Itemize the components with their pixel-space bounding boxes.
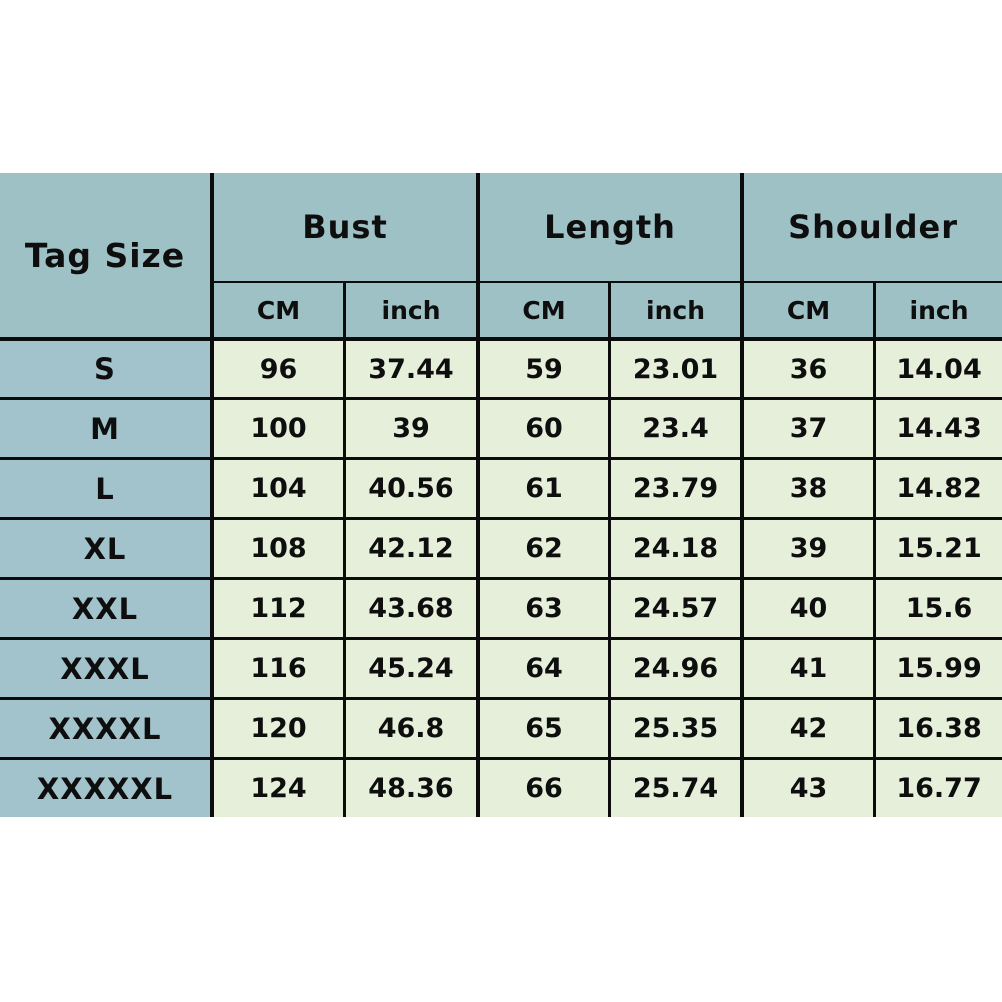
value-cell: 63 [476, 577, 609, 637]
group-header-length: Length [476, 173, 741, 281]
table-row: M 100 39 60 23.4 37 14.43 [0, 397, 1002, 457]
size-chart-table: Tag Size Bust Length Shoulder CM inch CM… [0, 173, 1002, 817]
group-header-bust: Bust [210, 173, 477, 281]
value-cell: 108 [210, 517, 343, 577]
table-header-row: Tag Size Bust Length Shoulder [0, 173, 1002, 337]
value-cell: 16.77 [873, 757, 1002, 817]
size-label-cell: L [0, 457, 210, 517]
value-cell: 14.04 [873, 337, 1002, 397]
value-cell: 43 [740, 757, 874, 817]
value-cell: 112 [210, 577, 343, 637]
table-row: XXL 112 43.68 63 24.57 40 15.6 [0, 577, 1002, 637]
value-cell: 23.79 [608, 457, 741, 517]
value-cell: 64 [476, 637, 609, 697]
value-cell: 120 [210, 697, 343, 757]
value-cell: 61 [476, 457, 609, 517]
value-cell: 15.6 [873, 577, 1002, 637]
corner-header-cell: Tag Size [0, 173, 210, 337]
value-cell: 25.35 [608, 697, 741, 757]
size-label-cell: XXXXXL [0, 757, 210, 817]
value-cell: 24.18 [608, 517, 741, 577]
value-cell: 66 [476, 757, 609, 817]
table-row: XXXXXL 124 48.36 66 25.74 43 16.77 [0, 757, 1002, 817]
unit-header-length-inch: inch [608, 281, 741, 337]
value-cell: 16.38 [873, 697, 1002, 757]
unit-header-shoulder-inch: inch [873, 281, 1002, 337]
value-cell: 40.56 [343, 457, 477, 517]
value-cell: 48.36 [343, 757, 477, 817]
value-cell: 37.44 [343, 337, 477, 397]
value-cell: 62 [476, 517, 609, 577]
value-cell: 41 [740, 637, 874, 697]
unit-header-shoulder-cm: CM [740, 281, 874, 337]
value-cell: 39 [343, 397, 477, 457]
size-label-cell: XXXXL [0, 697, 210, 757]
value-cell: 38 [740, 457, 874, 517]
value-cell: 100 [210, 397, 343, 457]
value-cell: 116 [210, 637, 343, 697]
value-cell: 23.01 [608, 337, 741, 397]
value-cell: 45.24 [343, 637, 477, 697]
table-row: S 96 37.44 59 23.01 36 14.04 [0, 337, 1002, 397]
value-cell: 42 [740, 697, 874, 757]
value-cell: 65 [476, 697, 609, 757]
value-cell: 39 [740, 517, 874, 577]
size-label-cell: M [0, 397, 210, 457]
value-cell: 36 [740, 337, 874, 397]
value-cell: 59 [476, 337, 609, 397]
value-cell: 60 [476, 397, 609, 457]
value-cell: 24.96 [608, 637, 741, 697]
value-cell: 42.12 [343, 517, 477, 577]
unit-header-bust-cm: CM [210, 281, 343, 337]
value-cell: 96 [210, 337, 343, 397]
table-row: XL 108 42.12 62 24.18 39 15.21 [0, 517, 1002, 577]
size-label-cell: XXL [0, 577, 210, 637]
value-cell: 43.68 [343, 577, 477, 637]
value-cell: 37 [740, 397, 874, 457]
value-cell: 15.21 [873, 517, 1002, 577]
size-label-cell: XXXL [0, 637, 210, 697]
value-cell: 15.99 [873, 637, 1002, 697]
value-cell: 124 [210, 757, 343, 817]
value-cell: 40 [740, 577, 874, 637]
table-unit-header-row: CM inch CM inch CM inch [0, 281, 1002, 337]
size-label-cell: XL [0, 517, 210, 577]
value-cell: 46.8 [343, 697, 477, 757]
value-cell: 14.82 [873, 457, 1002, 517]
value-cell: 25.74 [608, 757, 741, 817]
size-label-cell: S [0, 337, 210, 397]
value-cell: 24.57 [608, 577, 741, 637]
table-row: L 104 40.56 61 23.79 38 14.82 [0, 457, 1002, 517]
table-row: XXXXL 120 46.8 65 25.35 42 16.38 [0, 697, 1002, 757]
table-row: XXXL 116 45.24 64 24.96 41 15.99 [0, 637, 1002, 697]
group-header-shoulder: Shoulder [740, 173, 1002, 281]
value-cell: 23.4 [608, 397, 741, 457]
value-cell: 14.43 [873, 397, 1002, 457]
unit-header-length-cm: CM [476, 281, 609, 337]
unit-header-bust-inch: inch [343, 281, 477, 337]
value-cell: 104 [210, 457, 343, 517]
